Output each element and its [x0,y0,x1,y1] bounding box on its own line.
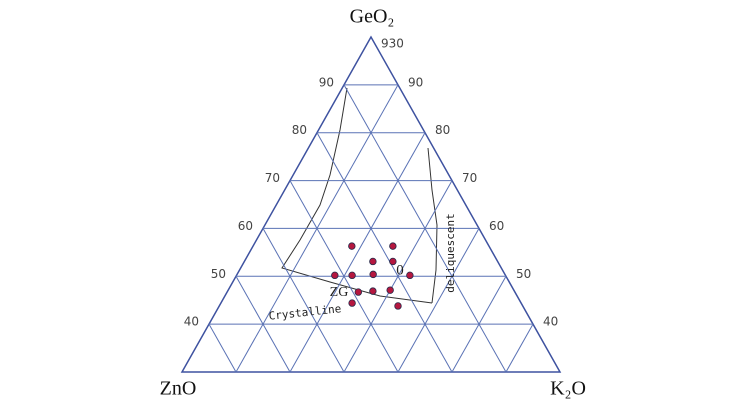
right-tick-label: 80 [435,123,450,137]
right-tick-label: 60 [489,219,504,233]
data-point [331,271,339,280]
right-label: K₂O [550,378,586,400]
data-point [369,287,377,295]
triangle-outline [180,35,562,373]
data-point [406,271,414,280]
region-boundary [427,147,438,304]
grid-line [505,323,534,373]
data-point [348,299,356,307]
data-point [369,270,377,279]
grid-line [262,228,345,373]
grid-line [208,323,237,373]
left-tick-label: 50 [211,267,226,281]
data-point [386,286,394,294]
annotation: 0 [396,262,404,278]
data-point [369,257,377,266]
grid-line [397,228,480,373]
left-tick-label: 40 [184,315,199,329]
annotation: deliquescent [444,213,457,292]
right-tick-label: 40 [543,315,558,329]
grid-line [235,84,399,373]
grid-line [451,276,507,373]
top-label: GeO₂ [350,6,395,28]
left-tick-label: 80 [292,123,307,137]
right-tick-label: 930 [381,37,404,51]
left-tick-label: 90 [319,75,334,89]
left-tick-label: 70 [265,171,280,185]
left-label: ZnO [160,378,197,400]
grid-line [289,132,426,373]
left-tick-label: 60 [238,219,253,233]
grid-line [316,132,453,373]
data-point [354,288,363,296]
annotation: Crystalline [268,302,342,323]
right-tick-label: 70 [462,171,477,185]
right-tick-label: 50 [516,267,531,281]
data-point [389,257,397,266]
data-point [348,271,356,280]
data-point [348,242,356,250]
data-point [389,242,397,250]
region-boundary [281,87,433,304]
data-point [394,302,402,310]
annotation: ZG [330,285,349,300]
right-tick-label: 90 [408,75,423,89]
grid-line [343,180,453,373]
